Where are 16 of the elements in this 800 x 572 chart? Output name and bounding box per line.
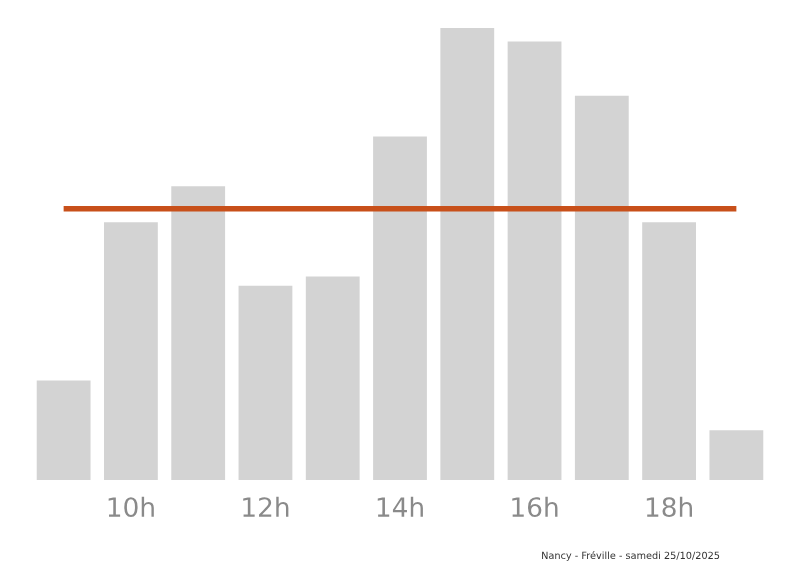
bar [305, 276, 360, 480]
x-tick-label: 10h [108, 496, 154, 518]
bar [104, 222, 158, 480]
bar [440, 28, 495, 480]
bar [171, 186, 226, 480]
bar [36, 380, 91, 480]
bar [642, 222, 696, 480]
bar [238, 285, 293, 480]
bar [373, 136, 427, 480]
x-tick-label: 18h [646, 496, 692, 518]
bar [574, 95, 629, 480]
bar [709, 430, 764, 480]
x-tick-label: 16h [512, 496, 558, 518]
x-tick-label: 14h [377, 496, 423, 517]
bar [507, 41, 562, 480]
x-tick-label: 12h [243, 496, 289, 517]
